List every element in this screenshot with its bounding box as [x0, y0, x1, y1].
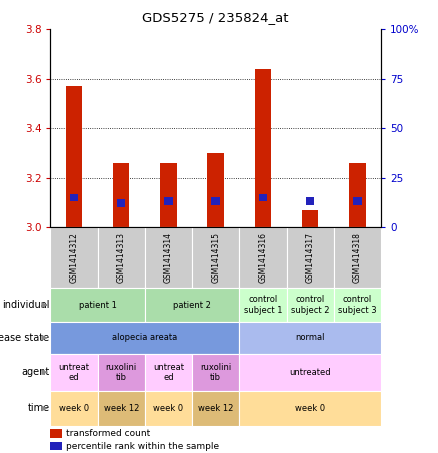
Bar — [50, 442, 62, 450]
Text: week 0: week 0 — [59, 404, 89, 413]
Bar — [145, 391, 192, 426]
Bar — [145, 354, 192, 391]
Text: week 0: week 0 — [153, 404, 184, 413]
Text: week 12: week 12 — [103, 404, 139, 413]
Bar — [145, 288, 239, 322]
Text: GSM1414314: GSM1414314 — [164, 232, 173, 283]
Bar — [66, 86, 82, 227]
Bar — [306, 198, 314, 205]
Text: transformed count: transformed count — [66, 429, 150, 438]
Bar — [113, 163, 130, 227]
Bar — [192, 354, 239, 391]
Text: control
subject 1: control subject 1 — [244, 295, 282, 315]
Bar — [286, 288, 334, 322]
Bar — [239, 227, 286, 288]
Text: ruxolini
tib: ruxolini tib — [106, 362, 137, 382]
Text: normal: normal — [296, 333, 325, 342]
Bar — [50, 322, 239, 354]
Bar — [98, 227, 145, 288]
Bar — [239, 322, 381, 354]
Bar — [254, 69, 271, 227]
Text: GSM1414312: GSM1414312 — [70, 232, 78, 283]
Bar — [334, 227, 381, 288]
Bar — [164, 198, 173, 205]
Bar — [50, 429, 62, 438]
Text: GSM1414318: GSM1414318 — [353, 232, 362, 283]
Bar — [98, 391, 145, 426]
Text: GSM1414313: GSM1414313 — [117, 232, 126, 283]
Bar — [259, 193, 267, 202]
Bar — [50, 354, 98, 391]
Text: GSM1414315: GSM1414315 — [211, 232, 220, 283]
Text: untreat
ed: untreat ed — [59, 362, 89, 382]
Bar — [239, 354, 381, 391]
Bar — [117, 199, 125, 207]
Bar — [192, 227, 239, 288]
Bar — [50, 391, 98, 426]
Bar — [208, 153, 224, 227]
Text: GSM1414316: GSM1414316 — [258, 232, 268, 283]
Bar — [145, 227, 192, 288]
Text: week 12: week 12 — [198, 404, 233, 413]
Bar — [70, 193, 78, 202]
Text: GSM1414317: GSM1414317 — [306, 232, 314, 283]
Bar — [239, 288, 286, 322]
Text: untreat
ed: untreat ed — [153, 362, 184, 382]
Text: control
subject 2: control subject 2 — [291, 295, 329, 315]
Bar — [349, 163, 366, 227]
Text: untreated: untreated — [290, 368, 331, 377]
Text: agent: agent — [21, 367, 49, 377]
Text: time: time — [27, 403, 49, 414]
Bar — [50, 288, 145, 322]
Bar — [160, 163, 177, 227]
Text: control
subject 3: control subject 3 — [338, 295, 377, 315]
Bar — [239, 391, 381, 426]
Text: patient 2: patient 2 — [173, 300, 211, 309]
Text: percentile rank within the sample: percentile rank within the sample — [66, 442, 219, 451]
Text: ruxolini
tib: ruxolini tib — [200, 362, 231, 382]
Bar — [212, 198, 220, 205]
Text: week 0: week 0 — [295, 404, 325, 413]
Text: disease state: disease state — [0, 333, 49, 343]
Bar — [286, 227, 334, 288]
Bar — [302, 210, 318, 227]
Bar — [50, 227, 98, 288]
Text: GDS5275 / 235824_at: GDS5275 / 235824_at — [142, 11, 289, 24]
Text: individual: individual — [2, 300, 49, 310]
Bar — [98, 354, 145, 391]
Text: patient 1: patient 1 — [79, 300, 117, 309]
Bar — [192, 391, 239, 426]
Bar — [353, 198, 362, 205]
Bar — [334, 288, 381, 322]
Text: alopecia areata: alopecia areata — [112, 333, 177, 342]
